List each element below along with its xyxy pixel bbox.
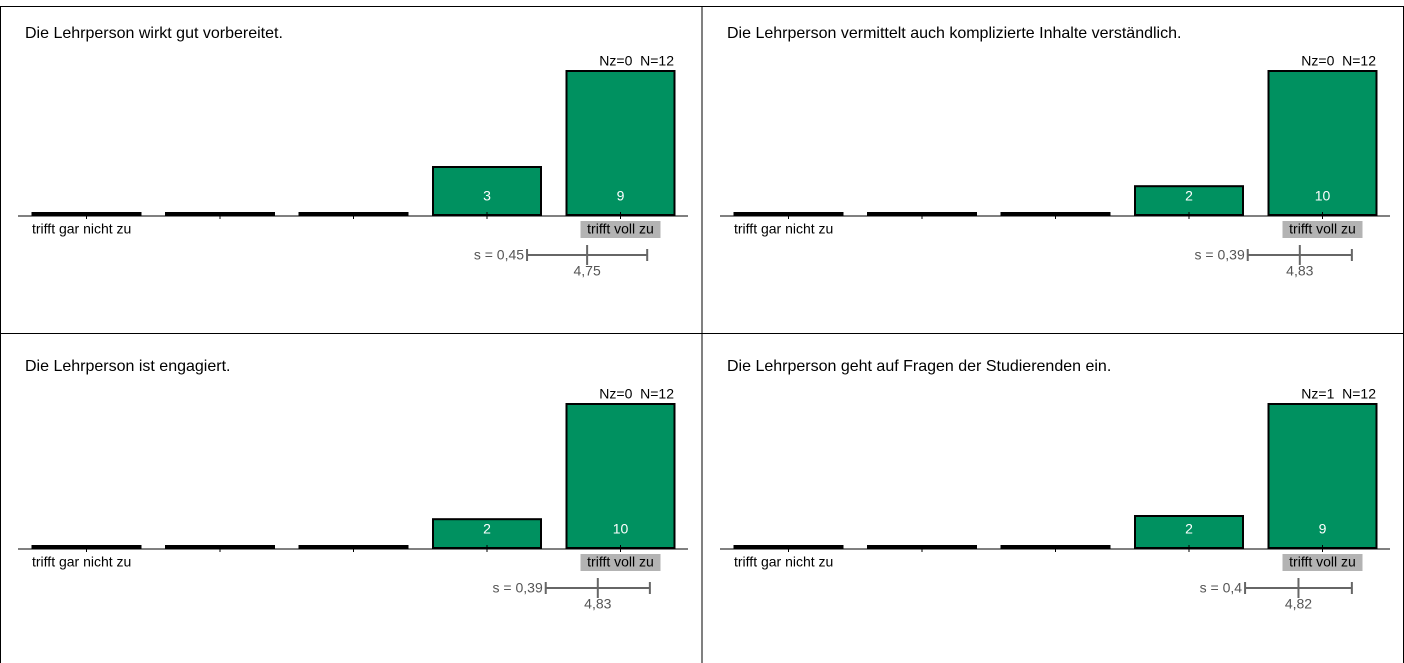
- right-label: trifft voll zu: [1289, 554, 1356, 570]
- left-label: trifft gar nicht zu: [734, 554, 833, 570]
- annotation: Nz=0 N=12: [599, 386, 674, 402]
- sd-label: s = 0,39: [1195, 247, 1245, 263]
- left-label: trifft gar nicht zu: [734, 221, 833, 237]
- chart-title: Die Lehrperson ist engagiert.: [25, 358, 230, 375]
- label-box: [1282, 221, 1363, 238]
- bar: [1134, 185, 1244, 216]
- bar: [432, 518, 542, 550]
- value-label: 2: [1185, 521, 1193, 537]
- bar: [565, 403, 676, 549]
- annotation: Nz=0 N=12: [1301, 53, 1376, 69]
- label-box: [580, 554, 661, 571]
- right-label: trifft voll zu: [587, 554, 654, 570]
- chart-title: Die Lehrperson wirkt gut vorbereitet.: [25, 25, 283, 42]
- mean-label: 4,82: [1285, 596, 1312, 612]
- label-box: [1282, 554, 1363, 571]
- value-label: 10: [613, 521, 629, 537]
- left-label: trifft gar nicht zu: [32, 554, 131, 570]
- right-label: trifft voll zu: [587, 221, 654, 237]
- value-label: 10: [1315, 188, 1331, 204]
- value-label: 9: [617, 188, 625, 204]
- sd-label: s = 0,4: [1200, 580, 1243, 596]
- bar: [432, 166, 542, 216]
- left-label: trifft gar nicht zu: [32, 221, 131, 237]
- value-label: 3: [483, 188, 491, 204]
- annotation: Nz=1 N=12: [1301, 386, 1376, 402]
- value-label: 2: [1185, 188, 1193, 204]
- annotation: Nz=0 N=12: [599, 53, 674, 69]
- value-label: 9: [1319, 521, 1327, 537]
- mean-label: 4,83: [1286, 263, 1313, 279]
- chart-title: Die Lehrperson geht auf Fragen der Studi…: [727, 358, 1111, 375]
- label-box: [580, 221, 661, 238]
- sd-label: s = 0,39: [493, 580, 543, 596]
- value-label: 2: [483, 521, 491, 537]
- bar: [1267, 403, 1378, 549]
- mean-label: 4,83: [584, 596, 611, 612]
- right-label: trifft voll zu: [1289, 221, 1356, 237]
- chart-title: Die Lehrperson vermittelt auch komplizie…: [727, 25, 1181, 42]
- mean-label: 4,75: [574, 263, 601, 279]
- sd-label: s = 0,45: [474, 247, 524, 263]
